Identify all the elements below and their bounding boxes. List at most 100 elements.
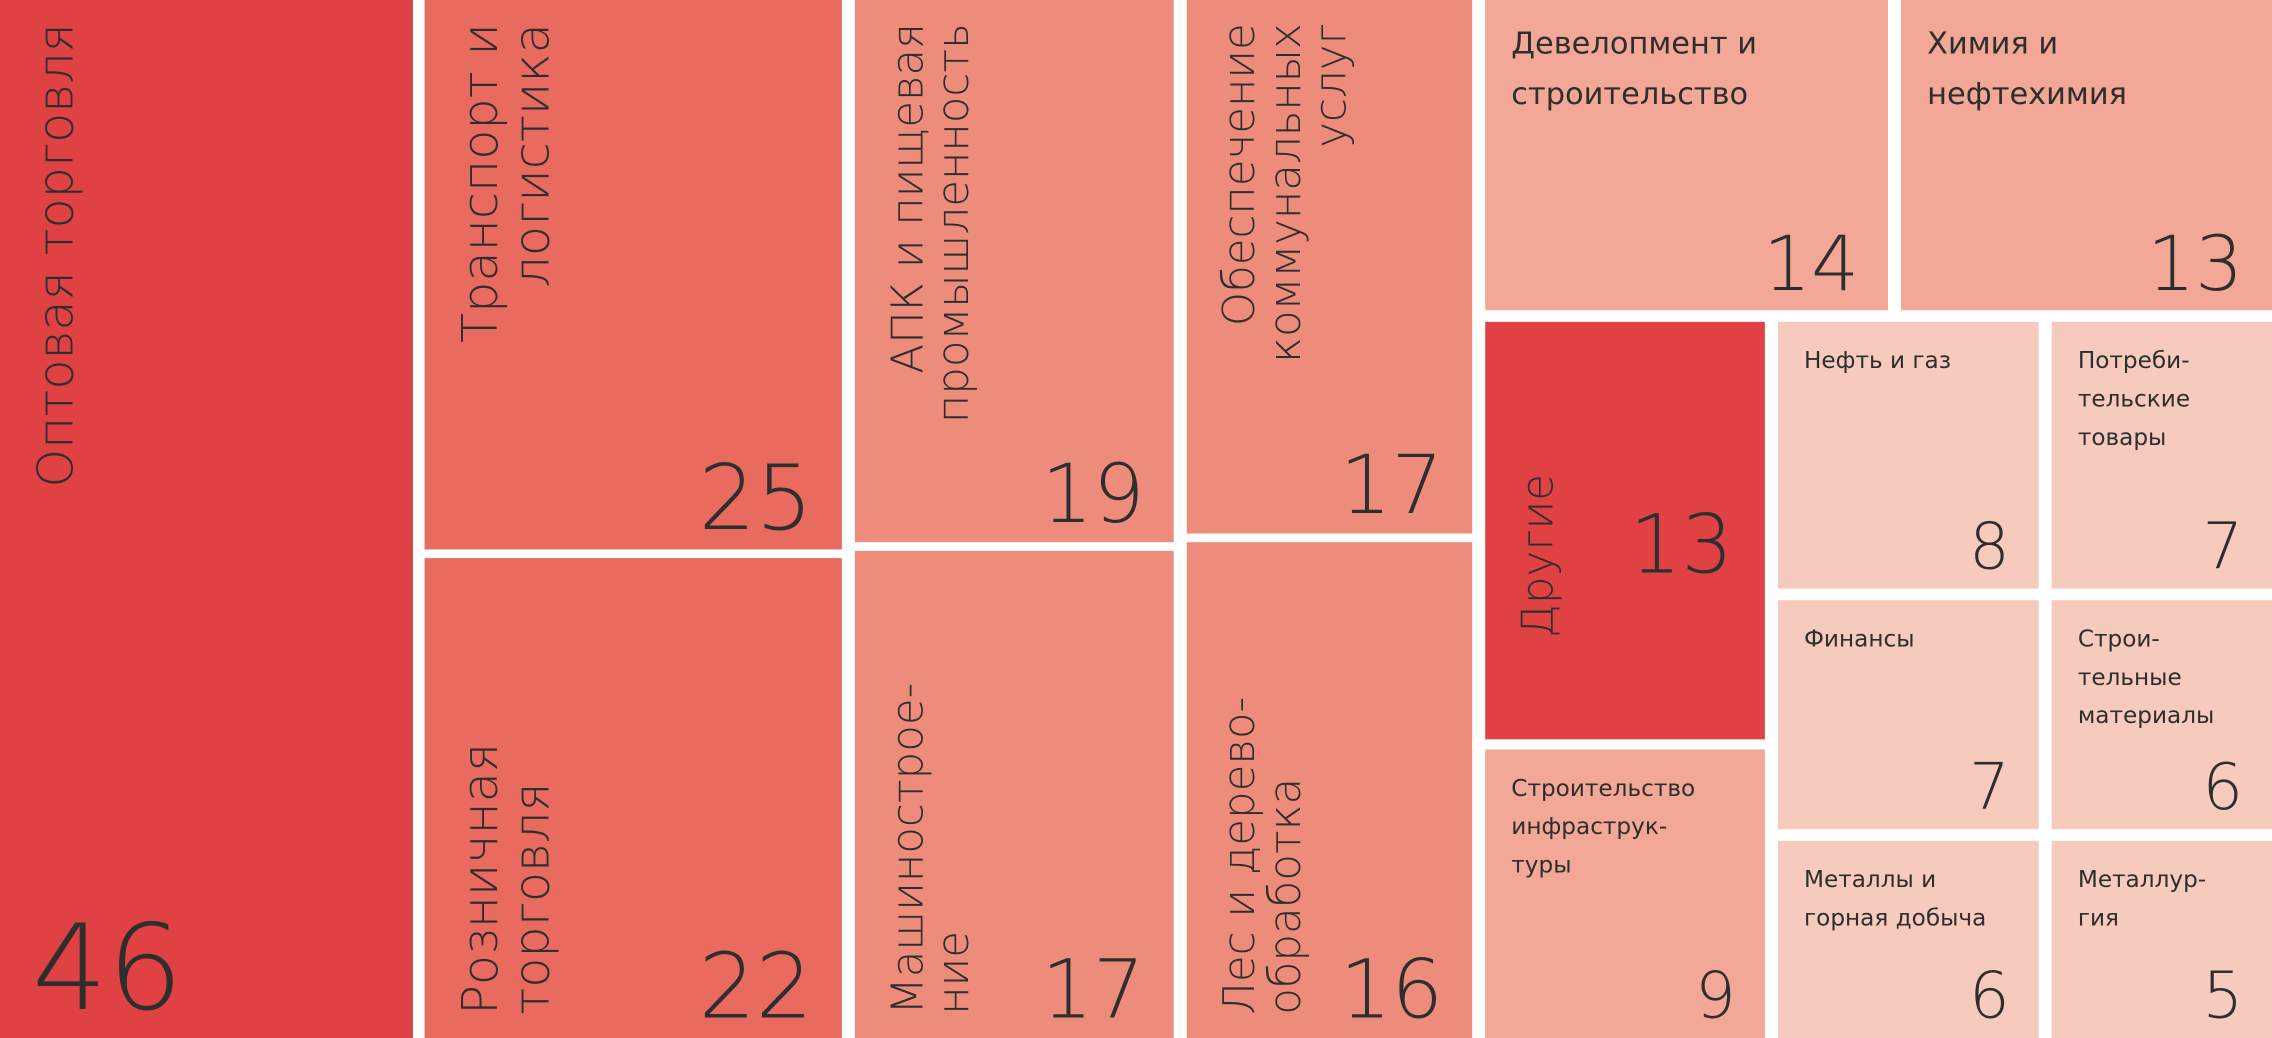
tile-rect [2051,600,2272,830]
tile-rect [2051,321,2272,589]
tile-value: 8 [1969,510,2010,584]
tile-value: 13 [2147,220,2243,308]
tile-label: Строительство инфраструк-туры [1511,775,1695,879]
tile: Транспорт илогистика 25 [424,0,842,551]
tile-value: 5 [2202,960,2243,1034]
tile-label-line: Финансы [1804,626,1915,653]
tile-value: 13 [1630,498,1733,592]
tile-rect [1901,0,2272,311]
tile-label-line: товары [2078,424,2167,451]
tile: Девелопмент и строительство 14 [1485,0,1889,311]
tile: Обеспечениекоммунальныхуслуг 17 [1186,0,1473,534]
tile-rect [1485,0,1889,311]
tile-label-line: Лес и дерево- [1215,697,1265,1015]
tile-value: 46 [32,900,183,1038]
tile: Оптовая торговля 46 [0,0,413,1038]
tile-label-line: Обеспечение [1215,23,1265,326]
tile-label-line: горная добыча [1804,904,1986,931]
tile-label: Девелопмент и строительство [1511,27,1757,112]
tile-label-line: торговля [503,782,561,1014]
tile-label: Металлы и горная добыча [1804,866,1986,931]
tile-label: Розничнаяторговля [451,743,561,1015]
tile: Лес и дерево-обработка 16 [1186,542,1473,1038]
tile: Розничнаяторговля 22 [424,558,842,1038]
tile-rect [0,0,413,1038]
tile-label: Другие [1514,474,1564,638]
tile-label-line: строительство [1511,77,1748,112]
tile: Другие 13 [1485,321,1765,740]
tile: Металлы и горная добыча 6 [1777,840,2039,1038]
tile-label: Обеспечениекоммунальныхуслуг [1215,23,1356,363]
tile-value: 7 [2202,510,2243,584]
tile-label-line: материалы [2078,702,2214,729]
tile-rect [424,558,842,1038]
tile-value: 22 [699,936,813,1038]
tile-label-line: туры [1511,851,1571,878]
tile-value: 9 [1695,960,1736,1034]
tile-rect [854,0,1174,543]
tile-label: Финансы [1804,626,1915,653]
tile: Потреби-тельские товары 7 [2051,321,2272,589]
tile-rect [424,0,842,550]
tile-label-line: тельские [2078,385,2190,412]
tile-label-line: Девелопмент и [1511,27,1757,62]
tile: Машинострое-ние 17 [854,550,1174,1038]
tile-rect [2051,840,2272,1038]
tile-label-line: инфраструк- [1511,813,1667,840]
tile-label: Нефть и газ [1804,347,1951,374]
tile-rect [854,550,1174,1038]
tile-label-line: логистика [503,23,561,287]
tile: Финансы 7 [1777,600,2039,830]
tile-rect [1777,600,2039,830]
tile: АПК и пищеваяпромышленность 19 [854,0,1174,543]
tile-label-line: Металлы и [1804,866,1936,893]
tile-value: 6 [1969,960,2010,1034]
tile-label-line: Нефть и газ [1804,347,1951,374]
tile-label-line: Потреби- [2078,347,2190,374]
tile-label: Машинострое-ние [883,683,979,1015]
tile-label-line: Розничная [451,743,509,1015]
tile-label-line: гия [2078,904,2119,931]
tile-value: 17 [1041,944,1144,1038]
tile-label-line: Транспорт и [451,23,509,343]
tile-label: Потреби-тельские товары [2078,347,2190,451]
tile-value: 14 [1763,220,1859,308]
tile-label-line: услуг [1307,23,1357,148]
tile-label: Химия и нефтехимия [1927,27,2127,112]
tile-label: АПК и пищеваяпромышленность [883,23,979,423]
tile-rect [1777,840,2039,1038]
tile-label-line: Металлур- [2078,866,2206,893]
tile-value: 6 [2202,751,2243,825]
tile-rect [1186,0,1473,534]
tile: Нефть и газ 8 [1777,321,2039,589]
tile-label-line: тельные [2078,664,2182,691]
tile-label-line: промышленность [929,23,979,423]
tile-label: Строи-тельные материалы [2078,626,2214,730]
tile-value: 19 [1041,448,1144,542]
tile-label-line: Строительство [1511,775,1695,802]
tile: Строительство инфраструк-туры 9 [1485,749,1765,1038]
tile-rect [1485,749,1765,1038]
tile-label: Лес и дерево-обработка [1215,697,1311,1015]
tile-label-line: АПК и пищевая [883,23,933,373]
tile-rect [1485,321,1765,740]
tile: Химия и нефтехимия 13 [1901,0,2272,311]
tile-value: 7 [1969,751,2010,825]
tile-label-line: нефтехимия [1927,77,2127,112]
tile-label-line: Оптовая торговля [26,23,84,487]
tile-label-line: обработка [1261,778,1311,1015]
tile-label-line: Другие [1514,474,1564,638]
tile: Строи-тельные материалы 6 [2051,600,2272,830]
tile-value: 17 [1340,439,1443,533]
tile-label-line: ние [929,931,979,1015]
tile-label-line: Машинострое- [883,683,933,1015]
tile-label: Металлур-гия [2078,866,2206,931]
tile-label-line: Строи- [2078,626,2160,653]
tile-rect [1186,542,1473,1038]
tile-value: 16 [1340,944,1443,1038]
tile-label: Транспорт илогистика [451,23,561,343]
tile-label-line: коммунальных [1261,23,1311,363]
tile-label: Оптовая торговля [26,23,84,487]
tile-rect [1777,321,2039,589]
